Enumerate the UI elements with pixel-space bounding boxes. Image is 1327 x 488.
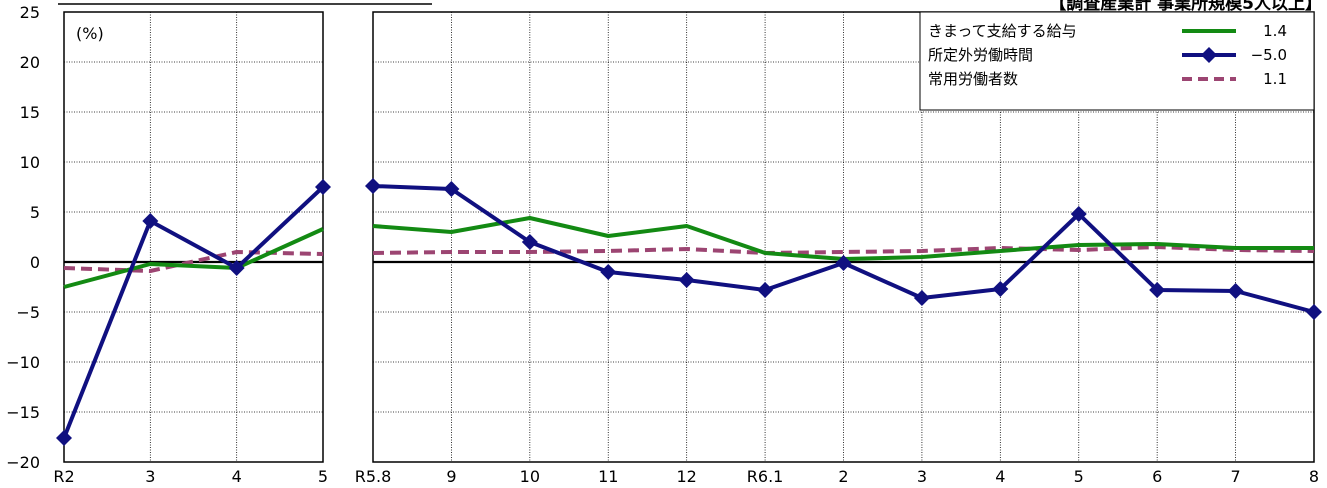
unit-label: (%)	[76, 24, 104, 43]
panel-left: (%) R2 3 4 5	[53, 11, 331, 486]
x-tick-label: 9	[446, 467, 456, 486]
x-tick-label: 12	[676, 467, 696, 486]
y-tick-label: 10	[20, 153, 40, 172]
overtime-point-marker	[228, 260, 245, 276]
x-tick-label: 4	[232, 467, 242, 486]
legend-box	[919, 11, 1315, 111]
x-tick-label: 8	[1309, 467, 1319, 486]
y-tick-label: 20	[20, 53, 40, 72]
overtime-point-marker	[757, 282, 774, 298]
overtime-point-marker	[443, 181, 460, 197]
overtime-point-marker	[913, 290, 930, 306]
overtime-point-marker	[1227, 283, 1244, 299]
y-tick-label: 25	[20, 3, 40, 22]
legend-value-overtime: −5.0	[1251, 46, 1287, 64]
y-tick-label: −10	[6, 353, 40, 372]
overtime-point-marker	[365, 178, 381, 194]
panel-right-x-ticks: R5.8 9 10 11 12 R6.1 2 3 4 5 6 7 8	[355, 467, 1319, 486]
overtime-point-marker	[1306, 304, 1322, 320]
overtime-point-marker	[142, 213, 159, 229]
y-tick-label: 0	[30, 253, 40, 272]
panel-right-grid	[373, 12, 1314, 462]
x-tick-label: 5	[318, 467, 328, 486]
x-tick-label: 11	[598, 467, 618, 486]
overtime-point-marker	[521, 234, 538, 250]
series-line-overtime	[62, 185, 325, 439]
x-tick-label: 5	[1074, 467, 1084, 486]
y-tick-label: −20	[6, 453, 40, 472]
series-line-employees	[372, 245, 1315, 255]
x-tick-label: 2	[838, 467, 848, 486]
legend-label-overtime: 所定外労働時間	[928, 46, 1033, 64]
overtime-point-marker	[678, 272, 695, 288]
legend-label-employees: 常用労働者数	[928, 70, 1018, 88]
panel-left-x-ticks: R2 3 4 5	[53, 467, 328, 486]
x-tick-label: 4	[995, 467, 1005, 486]
overtime-point-marker	[835, 255, 852, 271]
x-tick-label: R2	[53, 467, 74, 486]
legend-value-wage: 1.4	[1263, 22, 1287, 40]
x-tick-label: 3	[145, 467, 155, 486]
x-tick-label: 6	[1152, 467, 1162, 486]
series-line-employees	[63, 250, 324, 273]
overtime-point-marker	[1070, 206, 1087, 222]
x-tick-label: R5.8	[355, 467, 392, 486]
panel-left-series	[56, 179, 331, 446]
legend: きまって支給する給与 所定外労働時間 常用労働者数 1.4 −5.0 1.1	[919, 11, 1315, 111]
chart-header: 【調査産業計 事業所規模5人以上】	[1049, 0, 1322, 14]
y-tick-label: 15	[20, 103, 40, 122]
series-line-wage	[63, 227, 324, 289]
legend-label-wage: きまって支給する給与	[928, 22, 1077, 40]
panel-left-grid	[64, 12, 323, 462]
overtime-point-marker	[1149, 282, 1166, 298]
y-tick-label: −5	[16, 303, 40, 322]
x-tick-label: 10	[520, 467, 540, 486]
overtime-point-marker	[315, 179, 331, 195]
y-tick-label: 5	[30, 203, 40, 222]
x-tick-label: 3	[917, 467, 927, 486]
x-tick-label: 7	[1230, 467, 1240, 486]
y-tick-label: −15	[6, 403, 40, 422]
overtime-point-marker	[56, 430, 72, 446]
panel-left-frame	[63, 11, 324, 463]
legend-value-employees: 1.1	[1263, 70, 1287, 88]
overtime-point-marker	[600, 264, 617, 280]
overtime-point-marker	[992, 281, 1009, 297]
y-axis-ticks: 25 20 15 10 5 0 −5 −10 −15 −20	[6, 3, 40, 472]
legend-swatch-overtime-marker	[1201, 47, 1217, 63]
panel-right-series	[365, 178, 1322, 320]
x-tick-label: R6.1	[747, 467, 784, 486]
